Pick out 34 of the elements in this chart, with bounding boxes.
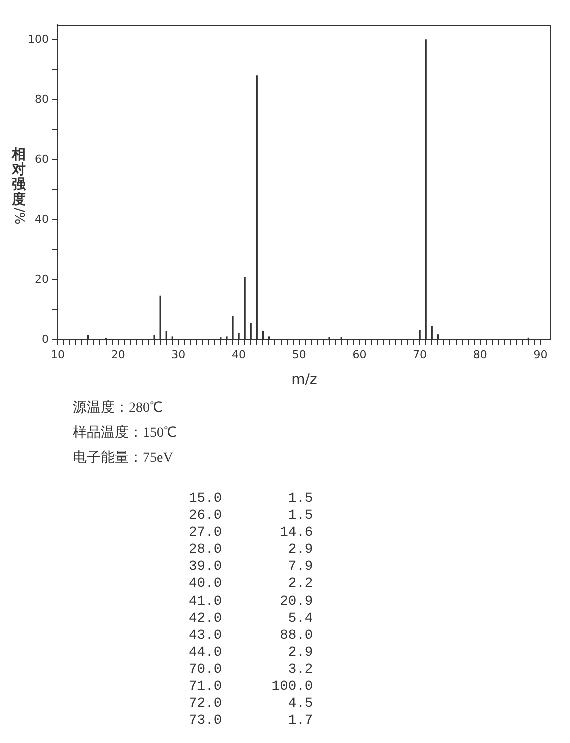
- y-tick-label: 20: [35, 272, 49, 286]
- y-tick-label: 100: [28, 32, 49, 46]
- x-tick-label: 90: [534, 348, 548, 362]
- text: 电子能量：75eV: [73, 450, 174, 468]
- y-tick-label: 80: [35, 92, 49, 106]
- y-axis-title: 相对强度/%: [12, 147, 26, 225]
- text: 41.0 20.9: [189, 594, 314, 611]
- x-tick-label: 20: [111, 348, 126, 362]
- text: 39.0 7.9: [189, 559, 314, 576]
- text: 27.0 14.6: [189, 525, 314, 542]
- x-tick-label: 50: [292, 348, 306, 362]
- text: 源温度：280℃: [73, 399, 164, 418]
- x-tick-label: 10: [51, 348, 65, 362]
- y-tick-label: 40: [35, 212, 49, 226]
- text: 73.0 1.7: [189, 713, 314, 730]
- x-tick-label: 30: [172, 348, 186, 362]
- text: 15.0 1.5: [189, 491, 314, 508]
- x-tick-label: 80: [473, 348, 488, 362]
- text: 28.0 2.9: [189, 542, 314, 560]
- text: 42.0 5.4: [189, 610, 314, 628]
- y-tick-label: 0: [42, 332, 49, 346]
- text: 样品温度：150℃: [73, 424, 177, 443]
- x-axis-title: m/z: [292, 372, 318, 388]
- x-tick-label: 40: [232, 348, 246, 362]
- text: 70.0 3.2: [189, 662, 314, 680]
- text: 26.0 1.5: [189, 508, 314, 526]
- text: 44.0 2.9: [189, 644, 314, 662]
- x-tick-label: 70: [413, 348, 428, 362]
- text: 72.0 4.5: [189, 696, 314, 714]
- text: 71.0 100.0: [189, 679, 314, 696]
- y-tick-label: 60: [35, 152, 49, 166]
- text: 43.0 88.0: [189, 628, 314, 645]
- x-tick-label: 60: [352, 348, 367, 362]
- text: 40.0 2.2: [189, 576, 314, 594]
